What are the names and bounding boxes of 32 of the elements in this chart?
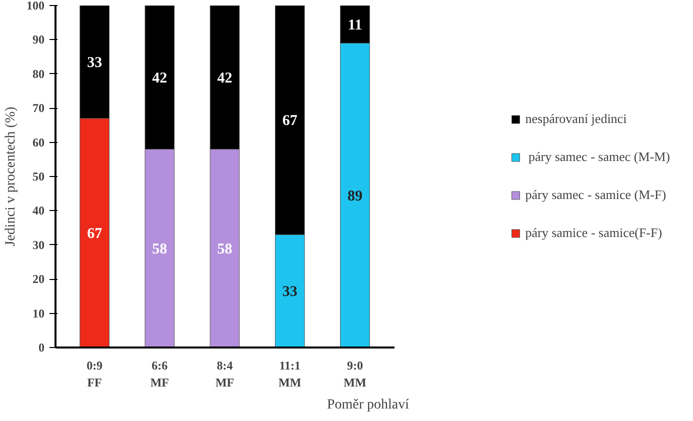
data-label: 42 (217, 70, 232, 86)
y-tick-label: 80 (32, 66, 44, 81)
y-axis-title: Jedinci v procentech (%) (4, 106, 18, 246)
x-tick-label: 8:4 MF (215, 358, 234, 390)
y-tick-label: 30 (32, 238, 44, 252)
legend-label: páry samice - samice(F-F) (525, 225, 662, 241)
data-label: 67 (87, 226, 103, 242)
y-tick-label: 70 (32, 101, 44, 116)
data-label: 58 (217, 241, 232, 258)
y-tick-label: 90 (32, 32, 44, 47)
legend-label: páry samec - samec (M-M) (528, 149, 670, 165)
legend-label: páry samec - samice (M-F) (525, 187, 666, 203)
data-label: 33 (87, 54, 102, 71)
y-tick-label: 10 (32, 306, 44, 320)
data-label: 58 (152, 241, 168, 258)
x-tick-label: 11:1 MM (278, 358, 302, 390)
y-tick-label: 50 (32, 170, 44, 184)
y-tick-label: 20 (32, 272, 44, 286)
data-label: 42 (152, 70, 168, 86)
x-tick-label: 0:9 FF (86, 358, 103, 390)
legend-label: nespárovaní jedinci (525, 111, 627, 127)
y-tick-label: 0 (38, 340, 44, 354)
data-label: 67 (282, 113, 298, 130)
x-tick-label: 9:0 MM (344, 358, 366, 390)
data-label: 33 (282, 284, 298, 300)
x-axis-title: Poměr pohlaví (326, 397, 410, 412)
y-tick-label: 40 (32, 204, 44, 218)
data-label: 89 (347, 188, 362, 204)
x-tick-label: 6:6 MF (150, 358, 169, 390)
data-label: 11 (348, 17, 362, 34)
y-tick-label: 100 (26, 0, 44, 12)
y-tick-label: 60 (32, 135, 44, 150)
